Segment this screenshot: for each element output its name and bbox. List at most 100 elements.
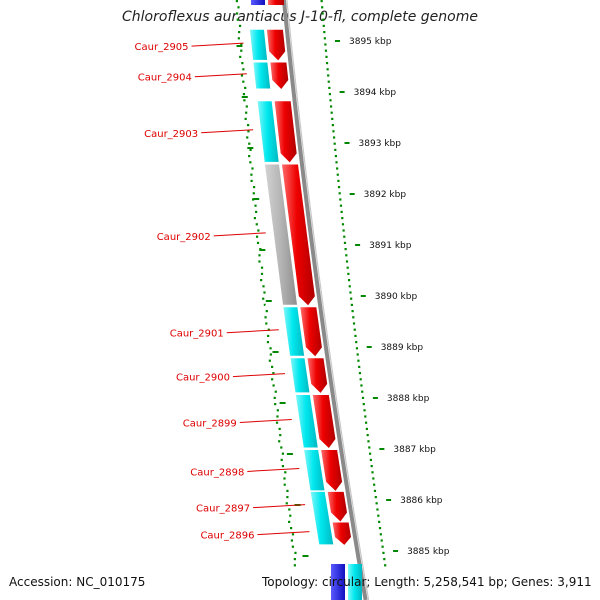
gc-inner-dot <box>245 111 248 114</box>
gc-outer-dot <box>339 204 343 207</box>
gc-inner-dot <box>242 68 245 71</box>
gene-label[interactable]: Caur_2903 <box>144 129 198 140</box>
gene-label-leader <box>226 329 279 334</box>
gene-label[interactable]: Caur_2900 <box>176 373 230 384</box>
gc-inner-dot <box>237 6 240 9</box>
gc-inner-dot <box>240 74 244 77</box>
gene-label-leader <box>194 73 247 78</box>
gc-outer-dot <box>350 303 353 306</box>
gc-outer-dot <box>333 142 336 145</box>
gc-dash <box>279 402 286 404</box>
gc-inner-dot <box>269 347 272 350</box>
gc-inner-dot <box>240 43 243 46</box>
gc-outer-dot <box>353 328 356 331</box>
gc-inner-dot <box>253 186 256 189</box>
reverse-strand-track <box>249 0 334 546</box>
gc-inner-dot <box>288 508 291 511</box>
gc-inner-dot <box>242 80 245 83</box>
gc-outer-dot <box>347 279 351 282</box>
gc-outer-dot <box>323 37 326 40</box>
gene-label[interactable]: Caur_2901 <box>170 329 224 340</box>
reverse-cds[interactable] <box>253 62 271 89</box>
forward-gene-arrow[interactable] <box>281 164 315 306</box>
forward-gene-arrow[interactable] <box>274 101 297 163</box>
reverse-cds[interactable] <box>310 491 334 545</box>
gc-outer-dot <box>344 248 347 251</box>
gc-dash <box>259 249 266 251</box>
gc-outer-dot <box>330 111 333 114</box>
kbp-label: 3895 kbp <box>349 37 392 47</box>
backbone-track <box>281 0 370 600</box>
reverse-cds[interactable] <box>249 29 268 61</box>
gc-outer-dot <box>351 310 354 313</box>
gene-label[interactable]: Caur_2896 <box>200 531 254 542</box>
gene-label[interactable]: Caur_2902 <box>157 232 211 243</box>
gc-inner-dot <box>283 477 286 480</box>
gc-outer-dot <box>374 496 377 499</box>
gc-outer-dot <box>341 217 344 220</box>
gc-inner-dot <box>255 210 258 213</box>
gc-inner-dot <box>291 533 295 536</box>
gc-inner-dot <box>247 124 250 127</box>
gc-outer-dot <box>362 403 365 406</box>
gc-outer-dot <box>336 167 339 170</box>
kbp-label: 3887 kbp <box>393 445 436 455</box>
forward-gene-arrow[interactable] <box>327 491 347 522</box>
gene-labels: Caur_2905 Caur_2904 Caur_2903 Caur_2902 Caur… <box>135 42 310 542</box>
gc-outer-dot <box>370 465 373 468</box>
gc-inner-dot <box>260 266 264 269</box>
kbp-label: 3891 kbp <box>369 241 412 251</box>
gene-label[interactable]: Caur_2905 <box>135 42 189 53</box>
reverse-cds-next[interactable] <box>331 564 345 600</box>
gc-inner-dot <box>251 198 255 201</box>
kbp-scale: 3895 kbp 3894 kbp 3893 kbp 3892 kbp 3891 kbp… <box>335 37 450 557</box>
gc-inner-dot <box>244 117 247 120</box>
reverse-other-feature[interactable] <box>264 164 298 306</box>
gc-skew-track <box>235 0 387 567</box>
reverse-cds[interactable] <box>290 358 310 393</box>
gene-label[interactable]: Caur_2899 <box>183 418 237 429</box>
reverse-cds-fragment[interactable] <box>251 0 265 5</box>
adjacent-features <box>331 564 362 600</box>
reverse-cds-next[interactable] <box>348 564 362 600</box>
gc-outer-dot <box>379 533 382 536</box>
gene-label-leader <box>213 232 266 237</box>
forward-gene-arrow[interactable] <box>321 450 343 491</box>
reverse-cds[interactable] <box>295 394 318 448</box>
reverse-cds[interactable] <box>304 450 325 491</box>
gene-label-leader <box>201 129 254 134</box>
gc-outer-dot <box>381 545 384 548</box>
forward-gene-arrow[interactable] <box>300 307 322 357</box>
reverse-cds[interactable] <box>257 101 279 163</box>
forward-gene-arrow[interactable] <box>332 522 352 545</box>
gc-inner-dot <box>280 458 283 461</box>
gc-outer-dot <box>360 384 363 387</box>
gc-outer-dot <box>368 446 371 449</box>
gc-outer-dot <box>359 378 362 381</box>
forward-gene-arrow[interactable] <box>266 29 286 61</box>
gc-outer-dot <box>336 173 339 176</box>
forward-gene-fragment[interactable] <box>268 0 284 5</box>
forward-strand-track <box>266 0 352 545</box>
gene-label[interactable]: Caur_2904 <box>138 73 192 84</box>
gene-label[interactable]: Caur_2898 <box>190 467 244 478</box>
gene-label[interactable]: Caur_2897 <box>196 504 250 515</box>
backbone-highlight <box>286 0 370 600</box>
reverse-cds[interactable] <box>283 307 305 357</box>
accession-label: Accession: NC_010175 <box>9 575 146 589</box>
gc-outer-dot <box>321 6 324 9</box>
forward-gene-arrow[interactable] <box>312 394 336 448</box>
gc-inner-dot <box>250 173 253 176</box>
gc-outer-dot <box>366 434 369 437</box>
forward-gene-arrow[interactable] <box>307 358 328 393</box>
gc-outer-dot <box>378 527 382 530</box>
gc-outer-dot <box>332 136 336 139</box>
gc-inner-dot <box>273 396 276 399</box>
gc-inner-dot <box>285 502 288 505</box>
gc-inner-dot <box>246 136 249 139</box>
gc-inner-dot <box>269 353 272 356</box>
gc-inner-dot <box>276 409 279 412</box>
forward-gene-arrow[interactable] <box>270 62 289 89</box>
gc-outer-dot <box>341 223 345 226</box>
